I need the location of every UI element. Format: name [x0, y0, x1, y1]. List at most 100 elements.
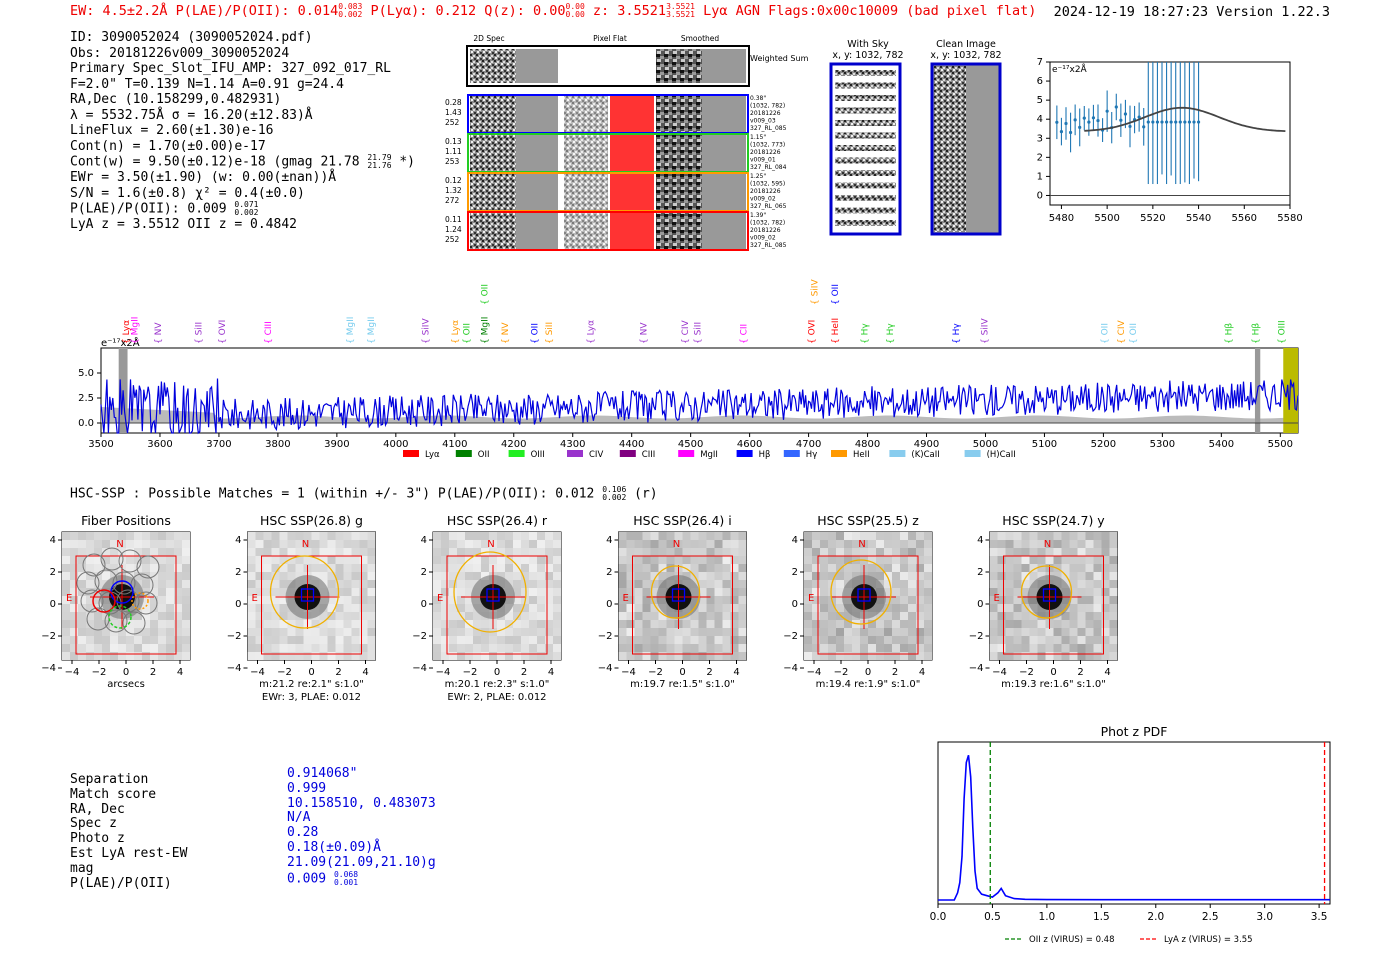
match-value-photoz: 0.28	[287, 825, 319, 841]
full-spectrum-chart: 3500 3600 3700 3800 3900 4000 4100 4200 4300 4400…	[78, 279, 1299, 460]
hsc-x-label: 4	[362, 667, 368, 678]
header-qz-range: 0.00 0.00	[566, 3, 585, 19]
hsc-y-label: 4	[977, 535, 983, 546]
line-label-upper: { OII	[831, 284, 841, 305]
weighted-sum-row	[466, 45, 750, 87]
spectrum-x-label: 3600	[147, 439, 172, 450]
hsc-x-label: 0	[865, 667, 871, 678]
hsc-imaging-panels: Fiber Positions N E −4 4 −2 2 0 0 2 −2 4 −4 arcsecs HS…	[41, 513, 1118, 703]
pdf-legend-label: OII z (VIRUS) = 0.48	[1029, 935, 1115, 945]
hsc-y-label: 2	[235, 567, 241, 578]
spectrum-x-label: 3700	[206, 439, 231, 450]
info-contw-range: 21.79 21.76	[367, 154, 391, 170]
zoom-x-label: 5560	[1232, 213, 1257, 224]
zoom-y-label: 4	[1037, 114, 1043, 125]
zoom-point	[1123, 112, 1128, 116]
hsc-y-label: −2	[783, 631, 798, 642]
spectrum-x-label: 4600	[737, 439, 762, 450]
weighted-sum-label: Weighted Sum	[750, 54, 809, 63]
hsc-panel-title: HSC SSP(24.7) y	[1002, 513, 1105, 528]
hsc-x-label: 0	[123, 667, 129, 678]
line-label: { OII	[1129, 323, 1139, 344]
zoom-point	[1059, 129, 1064, 134]
line-label: { OII	[530, 323, 540, 344]
hsc-summary-range: 0.106 0.002	[602, 486, 626, 502]
match-label-photoz: Photo z	[70, 831, 125, 847]
match-value-plae-text: 0.009	[287, 871, 327, 887]
east-label: E	[623, 593, 629, 604]
spectrum-x-label: 5000	[973, 439, 998, 450]
header-qz-hi: 0.00	[565, 2, 585, 11]
hsc-caption-1: m:20.1 re:2.3" s:1.0"	[445, 679, 550, 690]
zoom-spectrum-chart: 5480 5500 5520 5540 5560 5580 0 1 2 3 4 5 6 7 e⁻¹⁷x2Å	[1037, 57, 1303, 224]
fiber-footprint	[118, 549, 142, 573]
match-label-radec: RA, Dec	[70, 801, 125, 817]
info-sn: S/N = 1.6(±0.8) χ² = 0.4(±0.0)	[70, 185, 305, 201]
east-label: E	[994, 593, 1000, 604]
hsc-x-label: −4	[992, 667, 1007, 678]
legend-label: MgII	[700, 450, 718, 460]
info-ewr: EWr = 3.50(±1.90) (w: 0.00(±nan))Å	[70, 170, 337, 185]
hsc-x-label: 2	[521, 667, 527, 678]
hsc-y-label: 0	[421, 599, 427, 610]
fiber-footprint	[82, 553, 106, 577]
legend-label: HeII	[853, 450, 870, 460]
pdf-legend-label: LyA z (VIRUS) = 3.55	[1164, 935, 1253, 945]
hsc-x-label: −4	[250, 667, 265, 678]
match-labels: Separation Match score RA, Dec Spec z Ph…	[70, 772, 188, 891]
match-label-lya-ew: Est LyA rest-EW	[70, 845, 188, 861]
line-label: { SiII	[545, 322, 555, 344]
line-label: { MgII	[367, 317, 377, 344]
aperture-ellipse	[453, 551, 527, 633]
zoom-y-label: 7	[1037, 57, 1043, 68]
spectrum-x-label: 4200	[501, 439, 526, 450]
spectrum-x-label: 4400	[619, 439, 644, 450]
zoom-point	[1164, 120, 1169, 124]
line-label: { Lyα	[451, 320, 461, 344]
hsc-summary-end: (r)	[626, 486, 658, 502]
north-label: N	[116, 539, 123, 550]
north-label: N	[1044, 539, 1051, 550]
legend-swatch	[831, 450, 847, 457]
spectrum-y-label: 0.0	[78, 418, 94, 429]
hsc-y-label: −4	[598, 663, 613, 674]
hsc-x-label: −4	[65, 667, 80, 678]
hsc-y-label: 2	[421, 567, 427, 578]
zoom-point	[1055, 120, 1059, 124]
cutout-row-meta: 0.38"	[750, 95, 766, 102]
zoom-point	[1192, 120, 1196, 124]
hsc-caption-1: arcsecs	[107, 679, 145, 690]
hsc-y-label: −2	[227, 631, 242, 642]
header-z-lo: 3.5521	[666, 10, 695, 19]
fiber-footprint	[100, 547, 124, 571]
zoom-y-label: 1	[1037, 171, 1043, 182]
spectrum-unit-label: e⁻¹⁷x2Å	[101, 336, 140, 349]
info-contw-hi: 21.79	[367, 153, 392, 162]
cutout-row-meta: (1032, 595)	[750, 181, 785, 188]
header-z-range: 3.5521 3.5521	[666, 3, 695, 19]
legend-label: Hβ	[759, 450, 771, 460]
line-label: { CIII	[264, 321, 274, 344]
hsc-x-label: −2	[648, 667, 663, 678]
cutout-header-smoothed: Smoothed	[681, 34, 720, 43]
hsc-y-label: 2	[606, 567, 612, 578]
line-label: { SiII	[694, 322, 704, 344]
cutout-row-val: 1.11	[445, 147, 462, 156]
cutout-row-val: 252	[445, 118, 460, 127]
hsc-y-label: 4	[235, 535, 241, 546]
hsc-x-label: 0	[1050, 667, 1056, 678]
zoom-x-label: 5580	[1277, 213, 1302, 224]
zoom-y-label: 5	[1037, 95, 1043, 106]
zoom-point	[1146, 120, 1150, 124]
with-sky-coords: x, y: 1032, 782	[832, 50, 903, 61]
fiber-footprint	[76, 571, 100, 595]
header-z-hi: 3.5521	[666, 2, 695, 11]
zoom-point	[1114, 105, 1118, 109]
zoom-point	[1155, 120, 1160, 124]
cutout-row-meta: v009_02	[750, 235, 776, 242]
cutout-row-val: 1.32	[445, 186, 462, 195]
